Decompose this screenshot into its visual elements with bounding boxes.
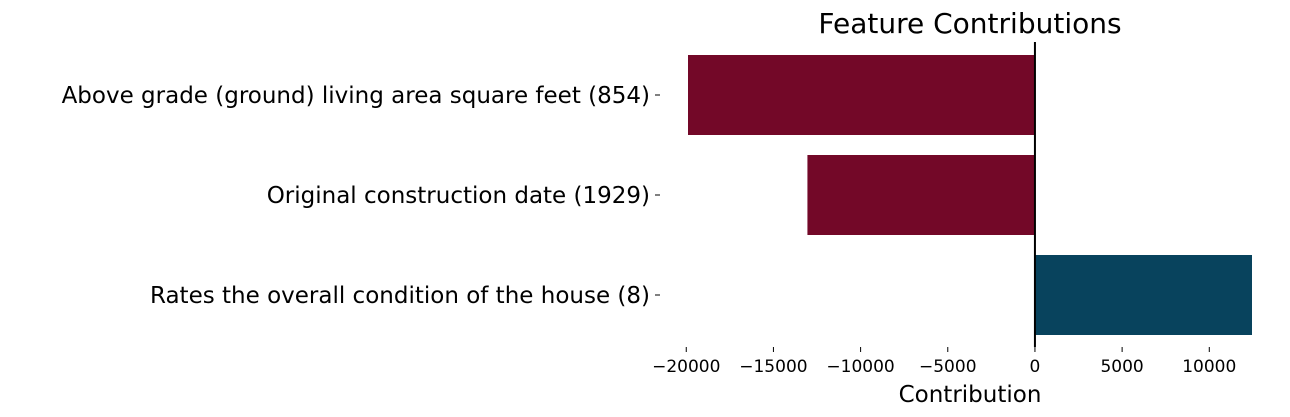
x-tick-label-6: 5000 (1100, 357, 1143, 377)
x-tick-label-7: 10000 (1182, 357, 1236, 377)
bar-1 (688, 55, 1035, 135)
bar-2 (807, 155, 1035, 235)
y-tick-label-1: Above grade (ground) living area square … (62, 83, 650, 109)
x-tick-label-1: −20000 (652, 357, 720, 377)
y-axis-labels: Above grade (ground) living area square … (62, 83, 660, 309)
y-tick-label-2: Original construction date (1929) (267, 183, 650, 209)
x-tick-label-2: −15000 (739, 357, 807, 377)
x-axis-ticks: −20000 −15000 −10000 −5000 0 5000 10000 (652, 347, 1236, 377)
x-tick-label-3: −10000 (826, 357, 894, 377)
bar-3 (1034, 255, 1252, 335)
x-tick-label-5: 0 (1030, 357, 1041, 377)
y-tick-label-3: Rates the overall condition of the house… (150, 283, 650, 309)
bars-layer (688, 55, 1252, 335)
chart-title: Feature Contributions (818, 7, 1121, 40)
x-axis-label: Contribution (899, 382, 1042, 408)
x-tick-label-4: −5000 (919, 357, 977, 377)
